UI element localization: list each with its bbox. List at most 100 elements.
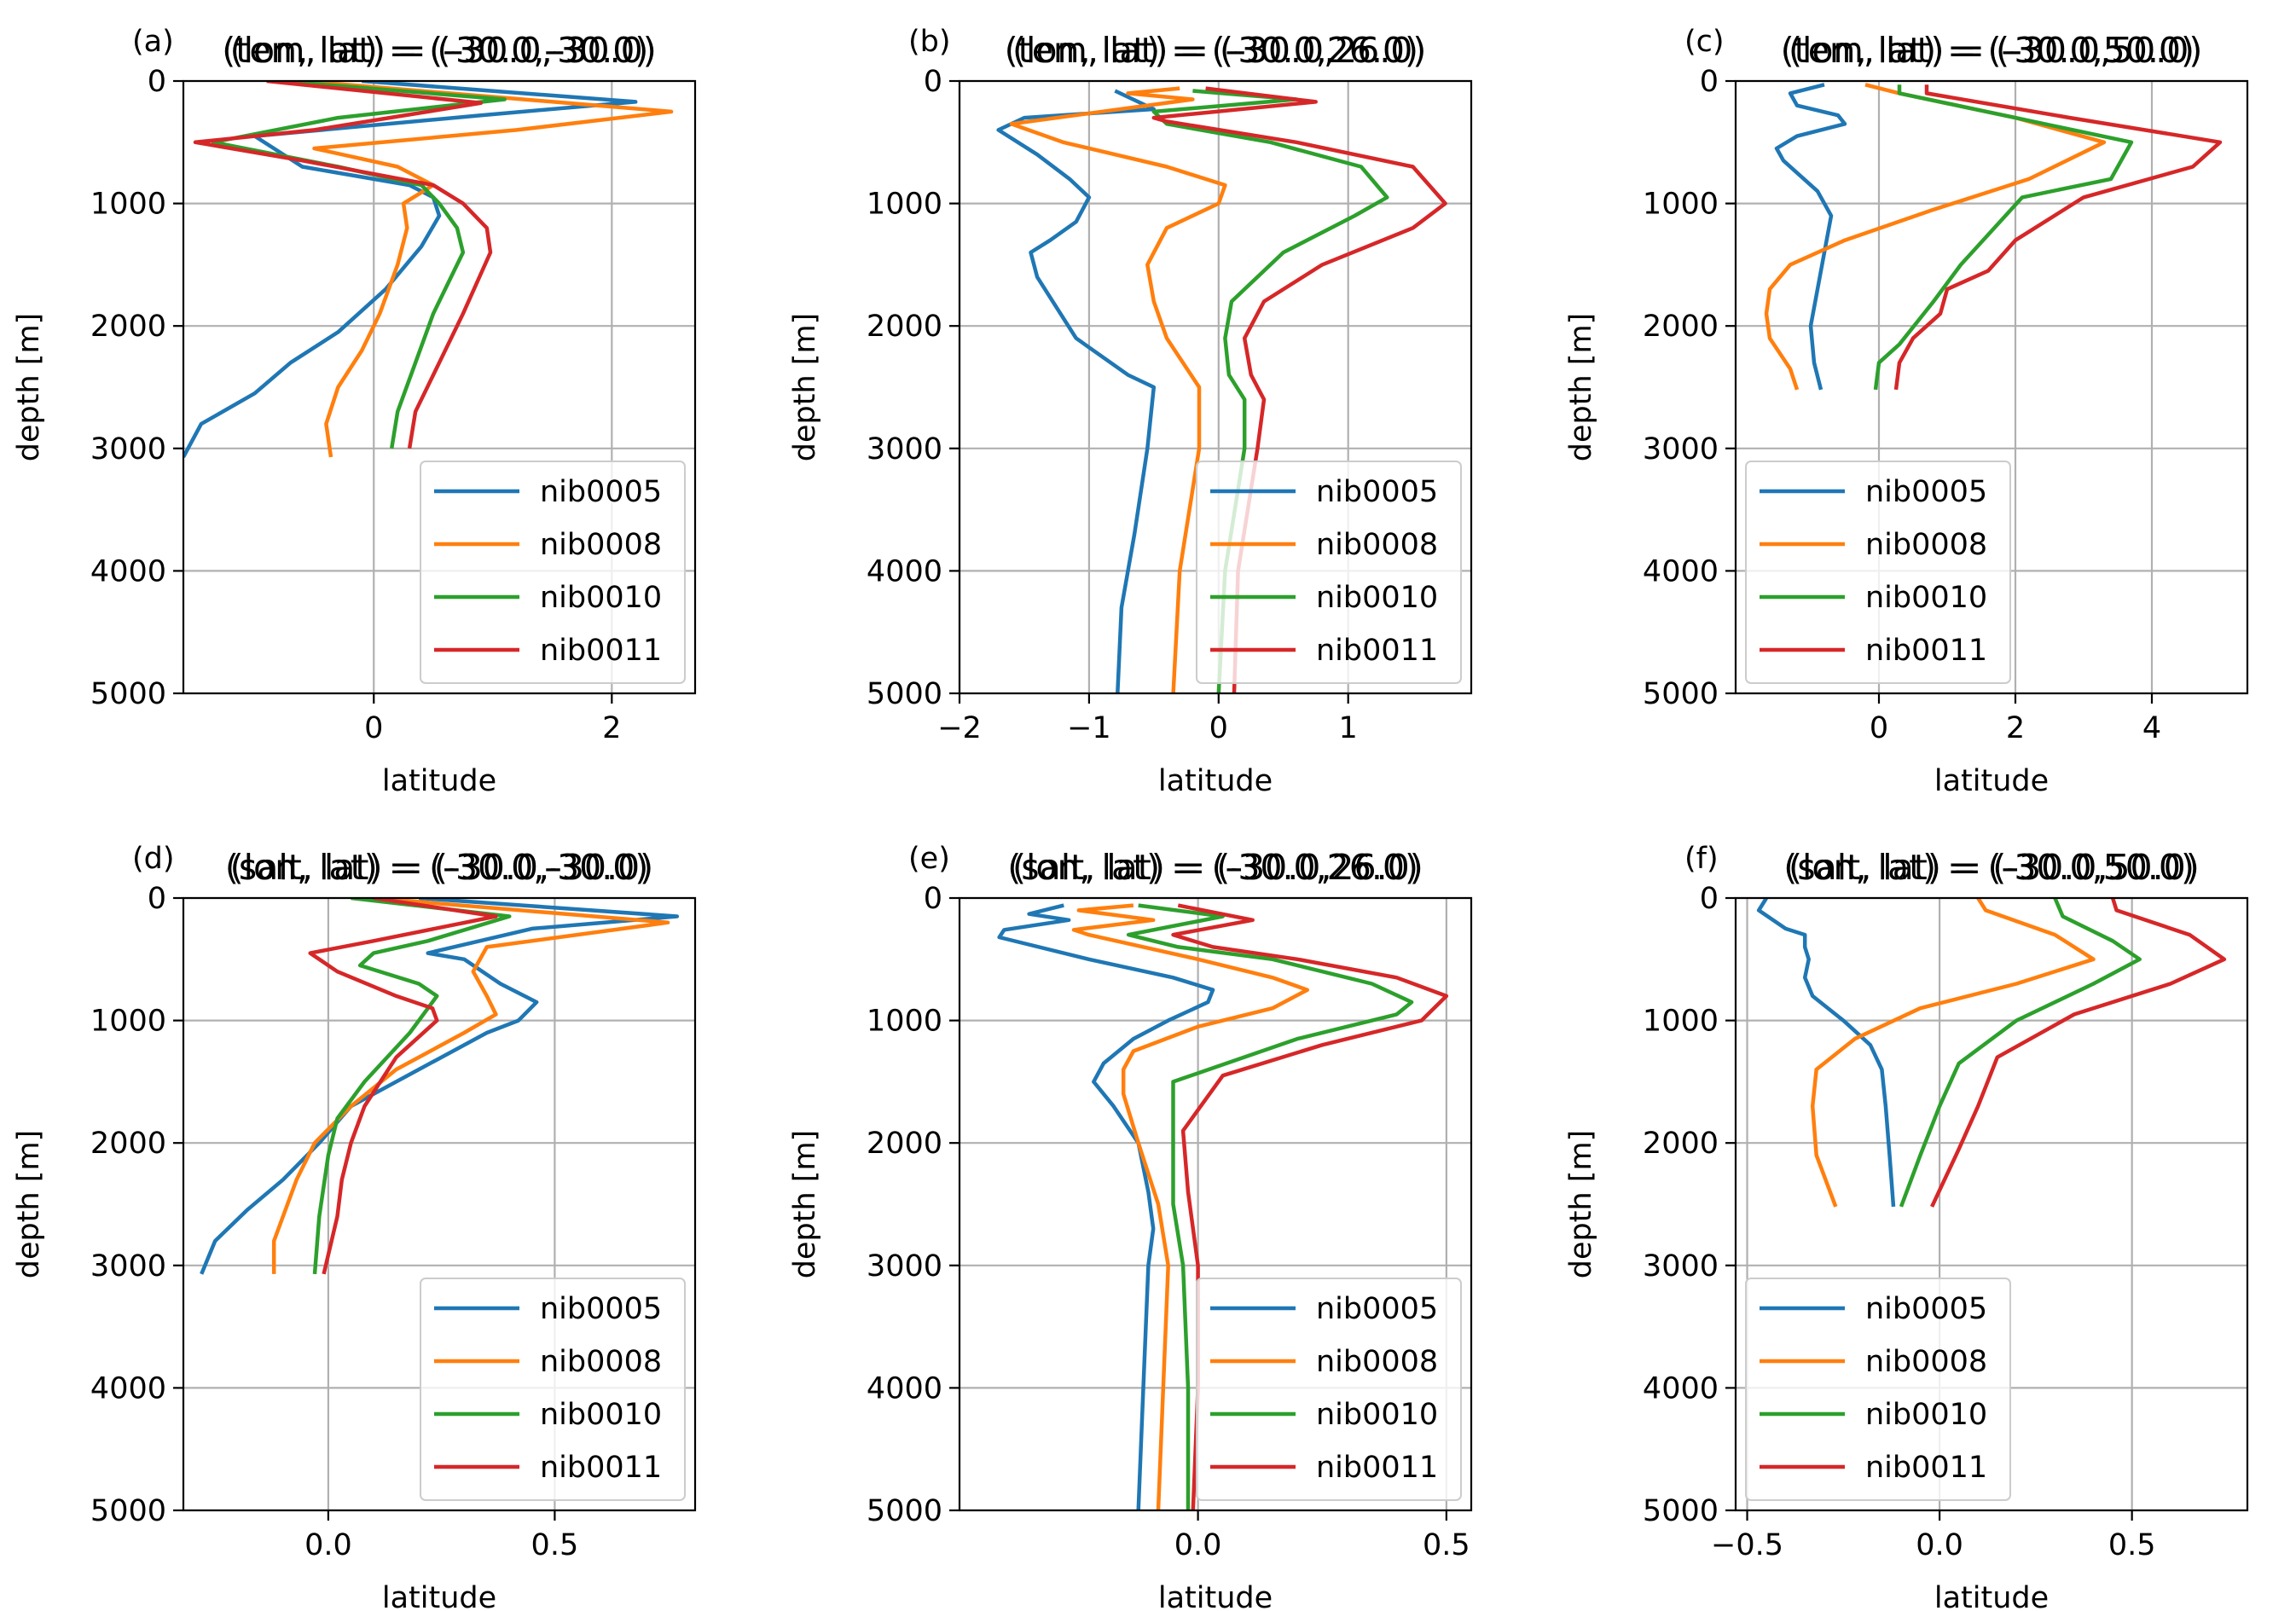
panel-title: (tem, lat) = (-30.0,26.0): [1005, 30, 1427, 71]
series-line-nib0010: [1126, 903, 1414, 1510]
axes-frame: [958, 896, 1473, 1512]
x-axis-label: latitude: [1158, 764, 1273, 798]
series-line-nib0005: [200, 898, 680, 1275]
y-tick-label: 4000: [90, 1371, 166, 1405]
y-tick-label: 5000: [90, 677, 166, 711]
series-line-nib0005: [997, 903, 1215, 1510]
x-tick-label: 0.5: [531, 1528, 579, 1562]
legend-entry-nib0005: nib0005: [540, 475, 662, 509]
panel-f: −0.5 0.0 0.5 0 1000 2000 3000 4000 5000 latitude d…: [1564, 842, 2249, 1611]
legend-entry-nib0005: nib0005: [1316, 475, 1438, 509]
legend-entry-nib0008: nib0008: [1865, 1345, 1987, 1379]
legend-entry-nib0010: nib0010: [1316, 581, 1438, 615]
x-tick-label: 0.5: [2108, 1528, 2156, 1562]
y-tick-label: 5000: [90, 1494, 166, 1528]
series-line-nib0010: [1899, 898, 2142, 1208]
y-tick-label: 5000: [1643, 1494, 1719, 1528]
legend-entry-nib0010: nib0010: [1865, 1398, 1987, 1432]
legend: nib0005 nib0008 nib0010 nib0011: [420, 1278, 686, 1501]
y-tick-label: 4000: [1643, 554, 1719, 588]
legend-box: [1745, 1278, 2011, 1501]
panel-letter: (f): [1684, 842, 1719, 876]
series-line-nib0008: [302, 81, 674, 458]
panel-e: 0.0 0.5 0 1000 2000 3000 4000 5000 latitude depth…: [788, 842, 1473, 1611]
x-axis-label: latitude: [1934, 764, 2049, 798]
series-line-nib0005: [183, 81, 638, 458]
legend-entry-nib0005: nib0005: [540, 1292, 662, 1326]
y-tick-label: 4000: [867, 554, 942, 588]
panel-title-overlap: (lon, lat) = (-30.0,26.0): [1012, 30, 1418, 71]
x-axis-label: latitude: [1934, 1581, 2049, 1611]
legend-box: [420, 461, 686, 684]
y-tick-label: 3000: [90, 432, 166, 466]
y-tick-label: 1000: [1643, 1005, 1719, 1039]
x-axis-label: latitude: [1158, 1581, 1273, 1611]
legend: nib0005 nib0008 nib0010 nib0011: [420, 461, 686, 684]
panel-title-overlap: (lon, lat) = (-30.0,50.0): [1789, 847, 2195, 888]
y-axis-label: depth [m]: [788, 313, 822, 461]
y-tick-label: 4000: [90, 554, 166, 588]
series-line-nib0011: [1171, 903, 1449, 1510]
panel-title-overlap: (lon, lat) = (-30.0,-30.0): [230, 847, 649, 888]
series-line-nib0011: [193, 81, 493, 449]
legend-entry-nib0010: nib0010: [1865, 581, 1987, 615]
axes-frame: [182, 896, 697, 1512]
y-axis-label: depth [m]: [12, 313, 46, 461]
x-axis-label: latitude: [382, 764, 496, 798]
series-line-nib0010: [312, 898, 512, 1275]
series-line-nib0011: [1893, 84, 2223, 391]
legend-entry-nib0010: nib0010: [540, 1398, 662, 1432]
legend-box: [1196, 1278, 1462, 1501]
panel-c: 0 2 4 0 1000 2000 3000 4000 5000 latitude depth [m…: [1564, 25, 2249, 798]
y-tick-label: 1000: [867, 1005, 942, 1039]
x-tick-label: 0: [1209, 711, 1228, 745]
x-tick-label: 4: [2142, 711, 2161, 745]
series-line-nib0010: [211, 81, 507, 449]
axes-frame: [1734, 896, 2249, 1512]
series-line-nib0011: [308, 898, 498, 1275]
axes-frame: [958, 79, 1473, 695]
y-tick-label: 1000: [867, 188, 942, 222]
panel-letter: (d): [132, 842, 175, 876]
legend: nib0005 nib0008 nib0010 nib0011: [1745, 1278, 2011, 1501]
panel-title: (salt, lat) = (-30.0,26.0): [1007, 847, 1423, 888]
panel-a: 0 2 0 1000 2000 3000 4000 5000 latitude depth [m]…: [12, 25, 697, 798]
y-tick-label: 1000: [90, 1005, 166, 1039]
series-line-nib0011: [1151, 86, 1447, 693]
y-tick-label: 4000: [1643, 1371, 1719, 1405]
panel-letter: (e): [908, 842, 950, 876]
panel-title-overlap: (lon, lat) = (-30.0,50.0): [1789, 30, 2195, 71]
x-tick-label: 0.0: [304, 1528, 352, 1562]
legend: nib0005 nib0008 nib0010 nib0011: [1196, 1278, 1462, 1501]
y-axis-label: depth [m]: [1564, 1130, 1598, 1278]
legend-entry-nib0011: nib0011: [1865, 634, 1987, 668]
legend-entry-nib0008: nib0008: [540, 528, 662, 562]
series-line-nib0005: [1774, 83, 1847, 391]
legend-entry-nib0010: nib0010: [1316, 1398, 1438, 1432]
y-tick-label: 2000: [90, 1127, 166, 1161]
series-line-nib0010: [1873, 84, 2134, 391]
series-line-nib0005: [1756, 898, 1896, 1208]
legend-entry-nib0011: nib0011: [540, 634, 662, 668]
legend: nib0005 nib0008 nib0010 nib0011: [1196, 461, 1462, 684]
series-line-nib0008: [271, 898, 670, 1274]
legend-entry-nib0008: nib0008: [540, 1345, 662, 1379]
y-tick-label: 0: [1700, 882, 1719, 916]
panel-title: (salt, lat) = (-30.0,-30.0): [225, 847, 653, 888]
y-tick-label: 0: [924, 65, 942, 99]
y-tick-label: 2000: [867, 1127, 942, 1161]
y-axis-label: depth [m]: [788, 1130, 822, 1278]
y-tick-label: 2000: [1643, 310, 1719, 344]
x-tick-label: 0.0: [1916, 1528, 1963, 1562]
legend-entry-nib0005: nib0005: [1865, 1292, 1987, 1326]
legend-entry-nib0008: nib0008: [1865, 528, 1987, 562]
x-tick-label: 1: [1339, 711, 1358, 745]
legend-entry-nib0011: nib0011: [1316, 634, 1438, 668]
y-tick-label: 3000: [867, 1249, 942, 1284]
y-tick-label: 3000: [1643, 432, 1719, 466]
y-tick-label: 2000: [1643, 1127, 1719, 1161]
y-tick-label: 2000: [90, 310, 166, 344]
x-tick-label: −0.5: [1711, 1528, 1783, 1562]
legend-box: [1745, 461, 2011, 684]
